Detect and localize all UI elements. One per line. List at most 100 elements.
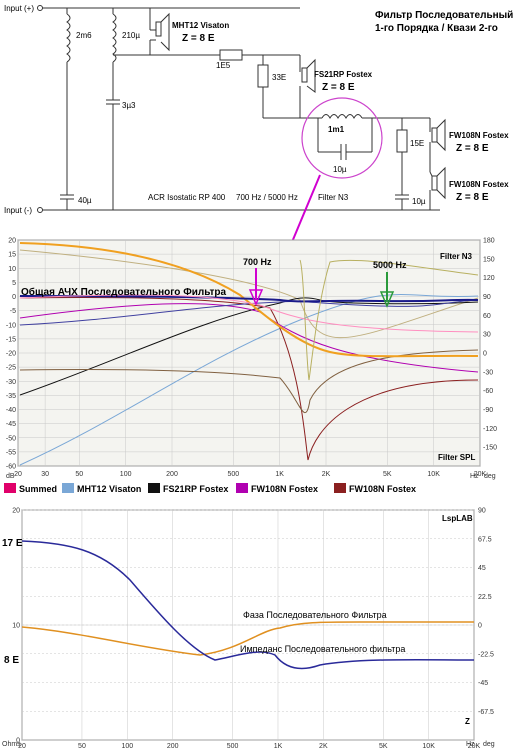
input-minus-label: Input (-) — [4, 206, 32, 215]
footer-filter: Filter N3 — [318, 193, 349, 202]
legend-item-label: FS21RP Fostex — [163, 484, 228, 494]
imp-x-tick: 5K — [379, 743, 388, 750]
imp-y-right-tick: 22.5 — [478, 594, 492, 601]
spl-y-left-tick: -40 — [6, 407, 16, 414]
spl-x-ticks: 20 30 50 100 200 500 1K 2K 5K 10K 20K — [14, 471, 486, 478]
imp-unit-left: Ohms — [2, 741, 21, 748]
crossover-schematic — [37, 5, 446, 213]
fw-spl-curve — [19, 296, 479, 461]
r-series-label: 1E5 — [216, 61, 231, 70]
input-plus-label: Input (+) — [4, 4, 34, 13]
spl-y-right-tick: 90 — [483, 294, 491, 301]
spl-y-left-tick: 15 — [8, 252, 16, 259]
fw2-name: FW108N Fostex — [449, 180, 509, 189]
legend-swatch — [148, 483, 160, 493]
imp-x-tick: 2K — [319, 743, 328, 750]
imp-x-tick: 20 — [18, 743, 26, 750]
title-line2: 1-го Порядка / Квази 2-го — [375, 23, 498, 34]
spl-summary-label: Общая АЧХ Последовательного Фильтра — [21, 286, 227, 298]
spl-x-tick: 30 — [41, 471, 49, 478]
legend-swatch — [4, 483, 16, 493]
spl-x-tick: 1K — [275, 471, 284, 478]
imp-y-left-tick: 10 — [12, 623, 20, 630]
spl-y-left-tick: -45 — [6, 421, 16, 428]
spl-x-tick: 2K — [322, 471, 331, 478]
imp-y-right-tick: 0 — [478, 623, 482, 630]
spl-y-left-tick: -15 — [6, 336, 16, 343]
imp-grid — [21, 509, 475, 741]
fw1-name: FW108N Fostex — [449, 131, 509, 140]
spl-x-tick: 200 — [166, 471, 178, 478]
trap-notch-curve — [299, 259, 479, 381]
spl-y-right-tick: 180 — [483, 238, 495, 245]
spl-y-left-tick: -55 — [6, 449, 16, 456]
legend-swatch — [62, 483, 74, 493]
title-line1: Фильтр Последовательный — [375, 10, 513, 21]
imp-y-right-tick: 45 — [478, 565, 486, 572]
imp-y-right-tick: 67.5 — [478, 536, 492, 543]
spl-y-left-tick: -30 — [6, 379, 16, 386]
spl-y-left-ticks: 20 15 10 5 0 -5 -10 -15 -20 -25 -30 -35 -40 -45 -50 -55… — [6, 238, 16, 471]
imp-x-tick: 1K — [274, 743, 283, 750]
imp-x-tick: 20K — [468, 743, 481, 750]
spl-deg-unit: deg — [484, 473, 496, 480]
spl-x-tick: 10K — [427, 471, 440, 478]
imp-y-right-tick: -67.5 — [478, 709, 494, 716]
footer-acr: ACR Isostatic RP 400 — [148, 193, 226, 202]
r-shunt-label: 33E — [272, 73, 286, 82]
imp-z-label: Z — [465, 717, 470, 726]
imp-y-right-tick: -22.5 — [478, 651, 494, 658]
imp-x-ticks: 20 50 100 200 500 1K 2K 5K 10K 20K — [18, 743, 480, 750]
imp-y-left-tick: 20 — [12, 508, 20, 515]
mht-spl-curve — [19, 293, 479, 466]
imp-y-right-tick: 90 — [478, 508, 486, 515]
spl-y-right-tick: 150 — [483, 256, 495, 263]
imp-label-8: 8 E — [4, 655, 19, 666]
imp-x-tick: 200 — [167, 743, 179, 750]
spl-y-right-tick: -120 — [483, 426, 497, 433]
imp-label-17: 17 E — [2, 538, 23, 549]
imp-y-left-ticks: 20 10 0 — [12, 508, 20, 745]
legend-item-label: Summed — [19, 484, 57, 494]
marker-700-arrow — [248, 289, 264, 306]
spl-x-tick: 100 — [120, 471, 132, 478]
c-10-label: 10µ — [412, 197, 426, 206]
imp-x-tick: 10K — [422, 743, 435, 750]
imp-phase-label: Фаза Последовательного Фильтра — [243, 610, 387, 620]
legend-item-label: FW108N Fostex — [251, 484, 318, 494]
marker-700-label: 700 Hz — [243, 257, 272, 267]
spl-y-right-ticks: 180 150 120 90 60 30 0 -30 -60 -90 -120 -150 — [483, 238, 497, 452]
phase-curve — [21, 621, 474, 656]
spl-y-left-tick: 5 — [12, 280, 16, 287]
spl-x-tick: 20 — [14, 471, 22, 478]
pink-curve — [19, 294, 479, 333]
spl-y-right-tick: 120 — [483, 275, 495, 282]
summed-curve — [19, 295, 479, 303]
marker-5000-label: 5000 Hz — [373, 260, 407, 270]
spl-y-right-tick: 30 — [483, 332, 491, 339]
trap-l-label: 1m1 — [328, 125, 345, 134]
spl-y-right-tick: 60 — [483, 313, 491, 320]
spl-chart: 20151050-5-10-15-20-25-30-35-40-45-50-55… — [6, 238, 497, 481]
brand-label: LspLAB — [442, 514, 473, 523]
spl-x-tick: 5K — [383, 471, 392, 478]
legend-item-label: FW108N Fostex — [349, 484, 416, 494]
chart-legend: Summed MHT12 Visaton FS21RP Fostex FW108N F… — [4, 483, 416, 494]
imp-x-tick: 100 — [121, 743, 133, 750]
spl-y-left-tick: -35 — [6, 393, 16, 400]
mht-name: MHT12 Visaton — [172, 21, 229, 30]
spl-y-left-tick: -5 — [10, 308, 16, 315]
legend-swatch — [334, 483, 346, 493]
spl-y-unit: dB — [6, 473, 15, 480]
spl-y-left-tick: -50 — [6, 435, 16, 442]
spl-y-left-tick: 10 — [8, 266, 16, 273]
r-15-label: 15E — [410, 139, 424, 148]
marker-5000-arrow — [379, 291, 395, 308]
spl-label: Filter SPL — [438, 453, 475, 462]
mht-phase-curve — [19, 249, 479, 339]
c-small-label: 3µ3 — [122, 101, 136, 110]
spl-y-left-tick: -20 — [6, 351, 16, 358]
impedance-curve — [21, 540, 475, 670]
